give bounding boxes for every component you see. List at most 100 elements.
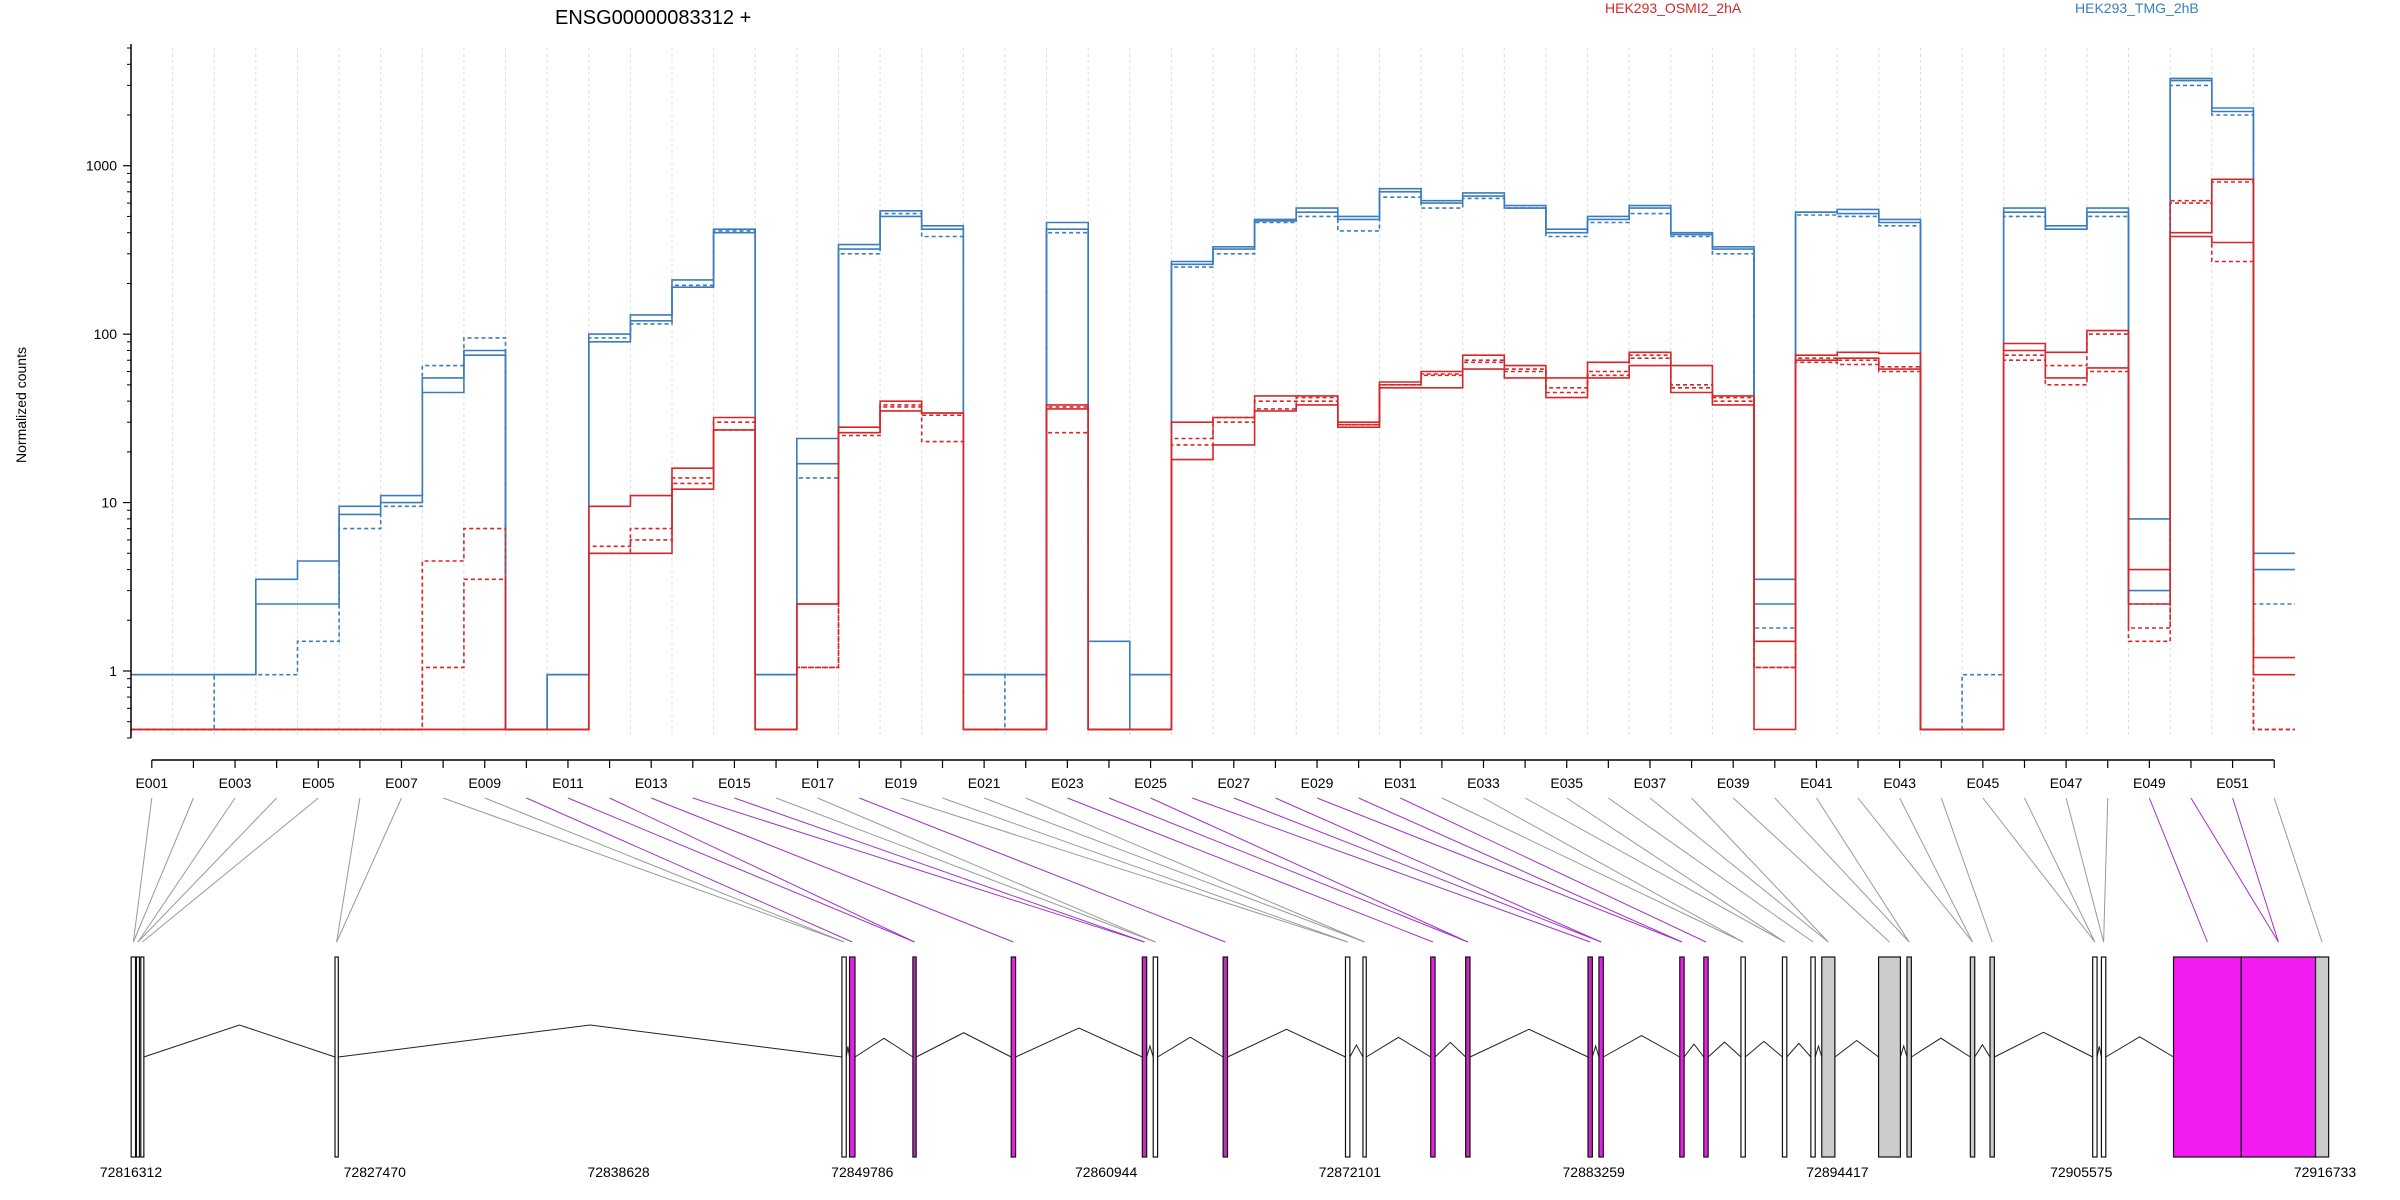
- exon-connector: [692, 797, 1145, 943]
- exon-connector: [336, 797, 361, 943]
- exon-connector: [1233, 797, 1602, 943]
- exon-connector: [132, 797, 153, 943]
- intron-line: [1603, 1034, 1681, 1058]
- exon-connector: [775, 797, 1156, 943]
- exon-connector: [442, 797, 845, 943]
- y-tick-label: 100: [94, 326, 118, 342]
- x-tick-label: E027: [1217, 775, 1250, 791]
- intron-line: [1994, 1031, 2093, 1058]
- exon-connector: [2148, 797, 2208, 943]
- exon-connector: [1275, 797, 1602, 943]
- x-tick-label: E035: [1550, 775, 1583, 791]
- exon-connector: [859, 797, 1226, 943]
- intron-line: [1834, 1039, 1879, 1058]
- exon-connector: [1816, 797, 1910, 943]
- x-tick-label: E023: [1051, 775, 1084, 791]
- exon-box: [1465, 956, 1471, 1158]
- exon-connector: [1150, 797, 1469, 943]
- intron-line: [1974, 1043, 1991, 1058]
- exon-connector: [1358, 797, 1683, 943]
- exon-connector: [1982, 797, 2096, 943]
- exon-connector: [1108, 797, 1469, 943]
- series-line: [131, 199, 2295, 731]
- intron-line: [1707, 1041, 1742, 1058]
- exon-connector: [132, 797, 194, 943]
- exon-connector: [817, 797, 1156, 943]
- intron-line: [1899, 1044, 1908, 1058]
- intron-line: [1786, 1042, 1812, 1058]
- exon-box: [1877, 956, 1902, 1158]
- x-tick-label: E029: [1301, 775, 1334, 791]
- x-tick-label: E019: [885, 775, 918, 791]
- coordinate-label: 72849786: [831, 1164, 894, 1180]
- intron-line: [1146, 1044, 1154, 1058]
- chart-title: ENSG00000083312 +: [555, 7, 751, 29]
- exon-box: [1989, 956, 1995, 1158]
- exon-connector: [1691, 797, 1829, 943]
- y-axis-label: Normalized counts: [13, 347, 29, 463]
- exon-box: [1152, 956, 1159, 1158]
- x-tick-label: E045: [1967, 775, 2000, 791]
- exon-connector: [1899, 797, 1973, 943]
- x-tick-label: E017: [801, 775, 834, 791]
- exon-connector: [1524, 797, 1785, 943]
- intron-line: [1744, 1040, 1783, 1058]
- intron-line: [2105, 1036, 2174, 1058]
- exon-connector: [1774, 797, 1910, 943]
- exon-connector: [2065, 797, 2105, 943]
- exon-connector: [1483, 797, 1744, 943]
- intron-line: [1911, 1037, 1971, 1058]
- x-tick-label: E001: [135, 775, 168, 791]
- exon-box: [2240, 956, 2317, 1158]
- exon-box: [1587, 956, 1593, 1158]
- exon-box: [1430, 956, 1436, 1158]
- exon-connector: [983, 797, 1365, 943]
- x-tick-label: E033: [1467, 775, 1500, 791]
- intron-line: [854, 1037, 914, 1058]
- x-tick-label: E051: [2216, 775, 2249, 791]
- x-tick-label: E021: [968, 775, 1001, 791]
- exon-box: [1821, 956, 1836, 1158]
- intron-line: [1349, 1043, 1364, 1058]
- exon-connector: [1566, 797, 1785, 943]
- x-tick-label: E003: [219, 775, 252, 791]
- gene-model: 72816312 72827470 72838628 72849786 72860944…: [100, 956, 2356, 1180]
- coordinate-label: 72894417: [1806, 1164, 1869, 1180]
- exon-connector: [1316, 797, 1683, 943]
- exon-connectors: [132, 797, 2323, 943]
- coordinate-label: 72905575: [2050, 1164, 2113, 1180]
- exon-connector: [1067, 797, 1434, 943]
- exon-connector: [734, 797, 1145, 943]
- exon-box: [1703, 956, 1709, 1158]
- intron-line: [1814, 1044, 1823, 1058]
- exon-connector: [609, 797, 915, 943]
- exon-box: [1740, 956, 1746, 1158]
- exon-connector: [1732, 797, 1890, 943]
- exon-connector: [1400, 797, 1707, 943]
- intron-line: [1157, 1036, 1224, 1058]
- exon-box: [130, 956, 137, 1158]
- x-tick-label: E005: [302, 775, 335, 791]
- exon-box: [334, 956, 339, 1158]
- intron-line: [1015, 1027, 1143, 1058]
- x-tick-label: E043: [1883, 775, 1916, 791]
- exon-connector: [2103, 797, 2109, 943]
- exon-box: [1598, 956, 1604, 1158]
- x-tick-label: E015: [718, 775, 751, 791]
- exon-box: [1679, 956, 1685, 1158]
- exon-box: [1010, 956, 1017, 1158]
- exon-connector: [137, 797, 278, 943]
- x-tick-label: E031: [1384, 775, 1417, 791]
- exon-connector: [2190, 797, 2279, 943]
- exon-box: [1969, 956, 1976, 1158]
- intron-line: [1227, 1028, 1346, 1058]
- exon-box: [848, 956, 856, 1158]
- series-HEK293_OSMI2_2hA-5: [131, 199, 2295, 731]
- exon-box: [2100, 956, 2107, 1158]
- exon-connector: [1649, 797, 1829, 943]
- y-tick-label: 1: [109, 663, 117, 679]
- exon-connector: [2273, 797, 2323, 943]
- intron-line: [1434, 1041, 1466, 1058]
- exon-connector: [1608, 797, 1814, 943]
